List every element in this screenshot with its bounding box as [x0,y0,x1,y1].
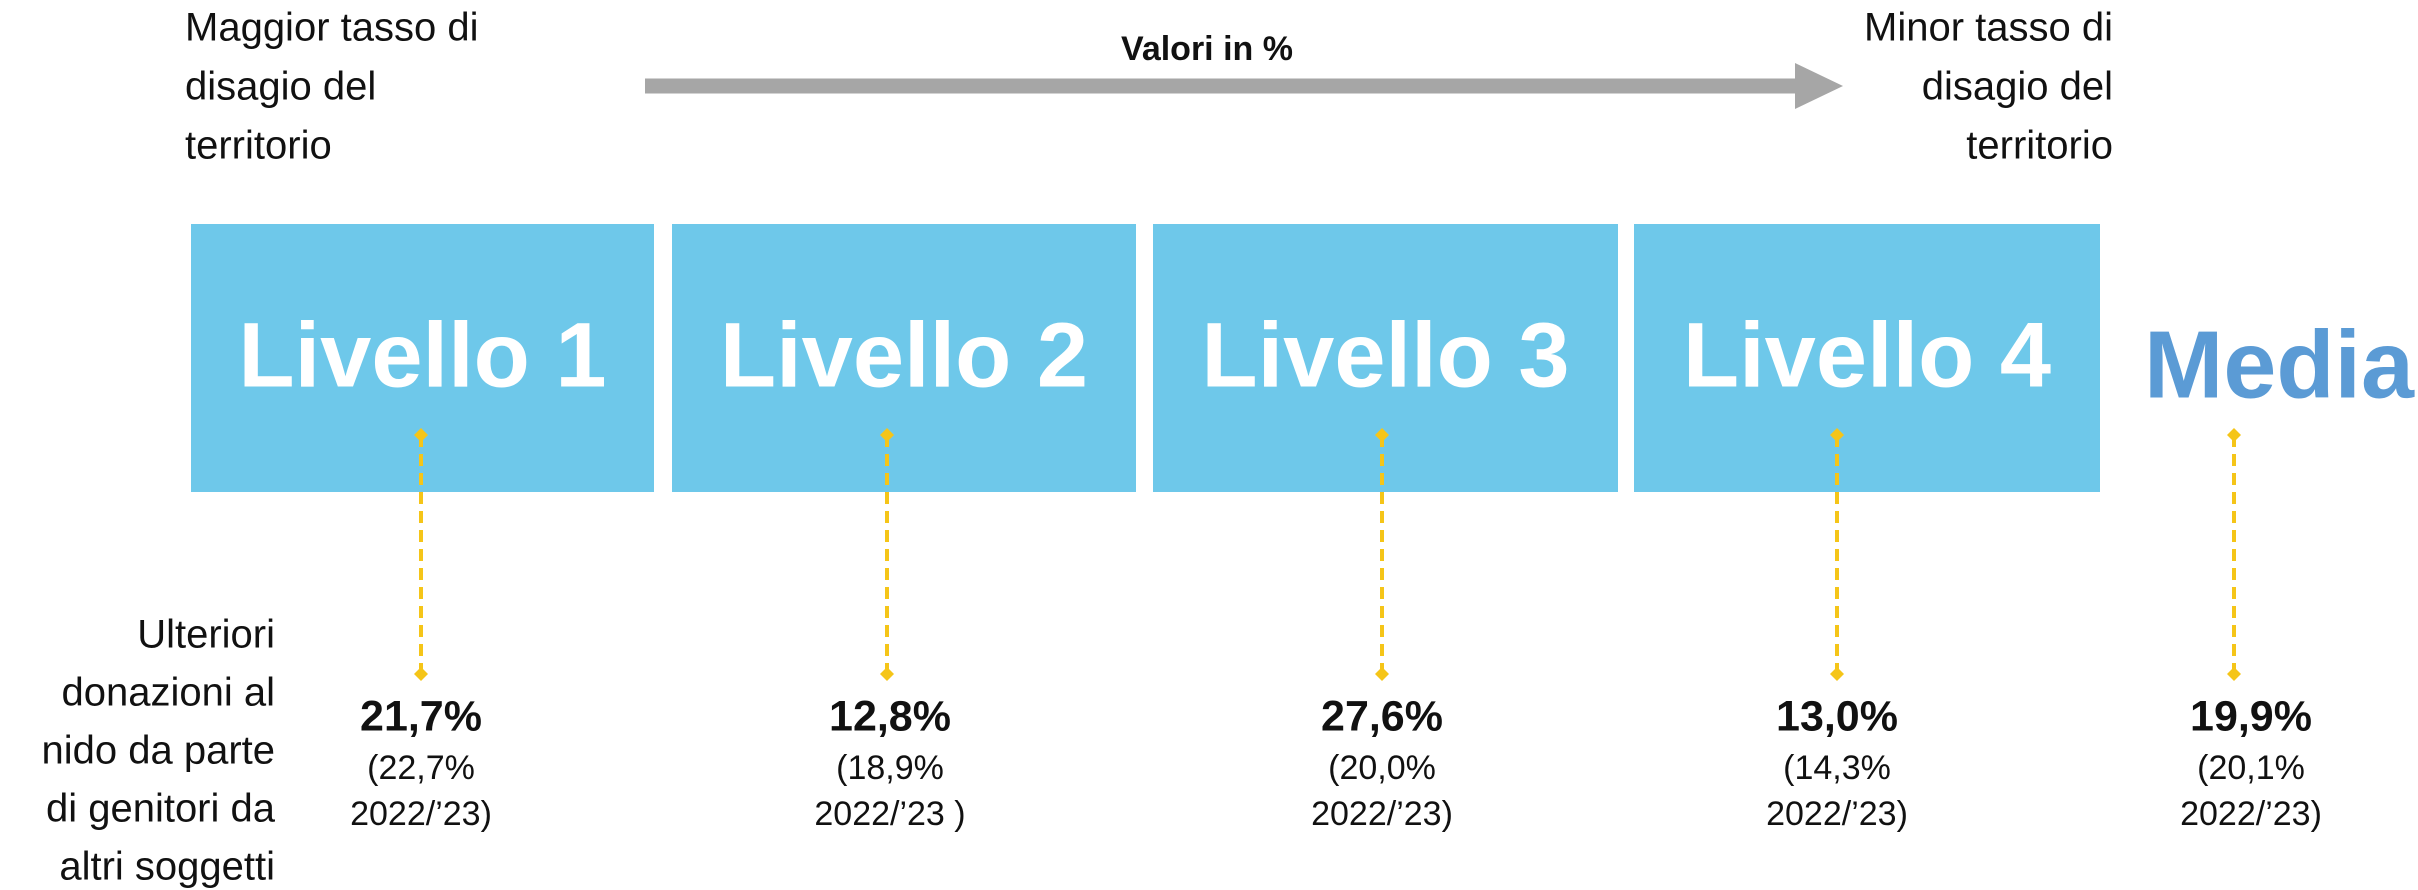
level-label: Livello 2 [720,304,1088,406]
row-label: Ulteriori [137,613,275,657]
connector-end [1375,428,1389,442]
previous-value: (14,3% [1783,749,1891,787]
connector-end [2227,428,2241,442]
average-label: Media [2144,311,2415,418]
previous-value: (22,7% [367,749,475,787]
row-label: donazioni al [62,671,276,715]
row-label: nido da parte [41,729,275,773]
previous-value: (18,9% [836,749,944,787]
right-note: territorio [1966,124,2113,168]
value: 27,6% [1321,692,1443,740]
right-note: disagio del [1922,65,2113,109]
level-box [1634,224,2100,492]
connector-end [880,667,894,681]
previous-value: 2022/’23 ) [814,795,965,833]
level-box [672,224,1136,492]
connector-end [2227,667,2241,681]
level-label: Livello 3 [1201,304,1569,406]
left-note: territorio [185,124,332,168]
left-note: disagio del [185,65,376,109]
level-box [1153,224,1618,492]
arrow-label: Valori in % [1121,30,1293,68]
previous-value: 2022/’23) [1766,795,1908,833]
connector-end [880,428,894,442]
connector-end [414,428,428,442]
connector-end [1830,428,1844,442]
value: 21,7% [360,692,482,740]
level-label: Livello 1 [238,304,606,406]
previous-value: 2022/’23) [350,795,492,833]
level-box [191,224,654,492]
left-note: Maggior tasso di [185,6,478,50]
value: 13,0% [1776,692,1898,740]
previous-value: (20,1% [2197,749,2305,787]
previous-value: 2022/’23) [1311,795,1453,833]
row-label: di genitori da [46,787,276,831]
previous-value: (20,0% [1328,749,1436,787]
level-label: Livello 4 [1683,304,2051,406]
value: 19,9% [2190,692,2312,740]
connector-end [1375,667,1389,681]
row-label: altri soggetti [59,845,275,889]
connector-end [1830,667,1844,681]
arrow-head [1795,63,1843,109]
right-note: Minor tasso di [1864,6,2113,50]
connector-end [414,667,428,681]
value: 12,8% [829,692,951,740]
previous-value: 2022/’23) [2180,795,2322,833]
